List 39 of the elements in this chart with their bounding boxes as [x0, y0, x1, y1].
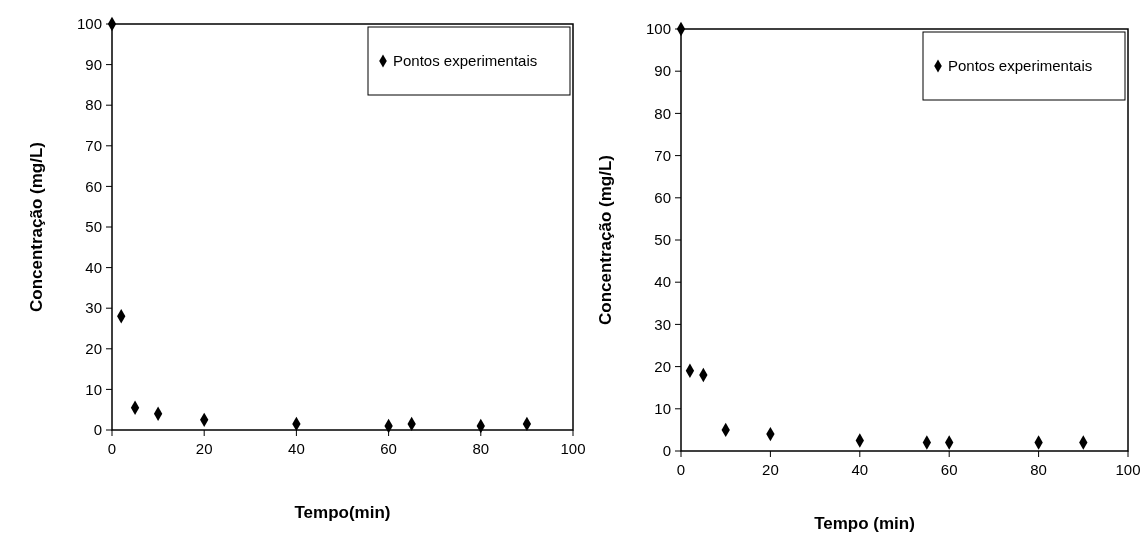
- y-axis-title: Concentração (mg/L): [27, 141, 46, 313]
- x-tick-label: 20: [762, 461, 779, 478]
- y-tick-label: 40: [654, 273, 671, 291]
- x-tick-label: 0: [676, 461, 686, 478]
- x-tick-label: 40: [851, 461, 869, 478]
- y-tick-label: 20: [85, 340, 102, 358]
- y-tick-label: 60: [654, 189, 671, 207]
- y-tick-label: 30: [654, 315, 671, 333]
- y-tick-label: 100: [76, 15, 102, 33]
- x-axis-title: Tempo(min): [294, 503, 391, 522]
- y-tick-label: 50: [654, 231, 671, 249]
- y-tick-label: 30: [85, 299, 102, 317]
- x-tick-label: 40: [288, 440, 305, 457]
- x-tick-label: 20: [195, 440, 213, 457]
- x-tick-label: 60: [940, 461, 958, 478]
- y-tick-label: 0: [93, 421, 102, 439]
- y-tick-label: 60: [85, 177, 102, 195]
- x-tick-label: 0: [107, 440, 117, 457]
- y-tick-label: 90: [654, 62, 671, 80]
- y-tick-label: 20: [654, 357, 671, 375]
- y-tick-label: 80: [654, 104, 671, 122]
- x-tick-label: 100: [1115, 461, 1141, 478]
- y-tick-label: 10: [85, 380, 102, 398]
- y-tick-label: 40: [85, 258, 102, 276]
- y-tick-label: 100: [645, 20, 671, 38]
- y-tick-label: 70: [654, 146, 671, 164]
- legend-label: Pontos experimentais: [393, 52, 538, 70]
- y-tick-label: 50: [85, 218, 102, 236]
- legend-label: Pontos experimentais: [948, 57, 1093, 75]
- y-axis-title: Concentração (mg/L): [596, 154, 615, 326]
- x-tick-label: 80: [472, 440, 490, 457]
- x-tick-label: 80: [1030, 461, 1047, 478]
- x-axis-title: Tempo (min): [814, 514, 915, 533]
- x-tick-label: 100: [560, 440, 586, 457]
- x-tick-label: 60: [380, 440, 397, 457]
- y-tick-label: 90: [85, 55, 102, 73]
- y-tick-label: 70: [85, 137, 102, 155]
- y-tick-label: 10: [654, 400, 671, 418]
- y-tick-label: 80: [85, 96, 102, 114]
